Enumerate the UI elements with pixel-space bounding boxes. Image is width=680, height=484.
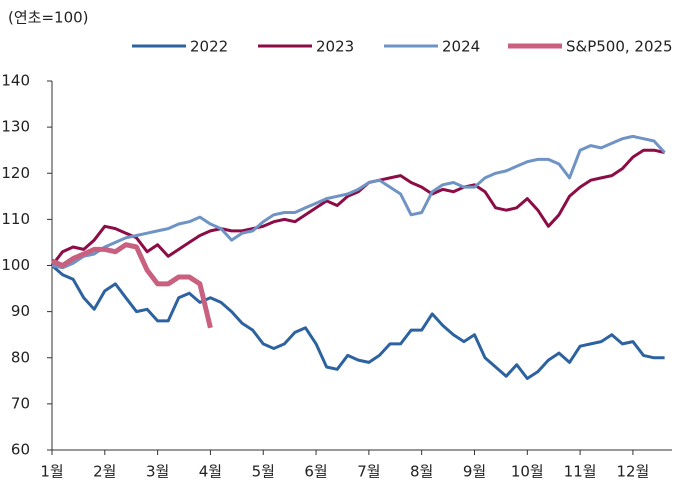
x-tick-label: 4월 — [199, 463, 222, 481]
series-line — [51, 134, 666, 270]
legend-label: S&P500, 2025 — [566, 38, 673, 56]
x-tick-label: 9월 — [463, 463, 486, 481]
chart-title: (연초=100) — [8, 9, 89, 27]
x-tick-label: 8월 — [410, 463, 433, 481]
x-tick-label: 11월 — [564, 463, 597, 481]
y-tick-label: 60 — [11, 441, 30, 459]
series-line — [51, 264, 665, 380]
x-tick-label: 2월 — [93, 463, 116, 481]
y-tick-label: 100 — [1, 256, 30, 274]
x-tick-label: 7월 — [357, 463, 380, 481]
y-tick-label: 140 — [1, 72, 30, 90]
x-tick-label: 12월 — [616, 463, 649, 481]
series-line — [50, 148, 665, 267]
legend-label: 2023 — [316, 38, 354, 56]
y-tick-label: 70 — [11, 394, 30, 412]
legend-label: 2022 — [190, 38, 228, 56]
legend-label: 2024 — [442, 38, 480, 56]
y-tick-label: 90 — [11, 302, 30, 320]
y-tick-label: 80 — [11, 348, 30, 366]
y-tick-label: 130 — [1, 118, 30, 136]
y-tick-label: 110 — [1, 210, 30, 228]
y-tick-label: 120 — [1, 164, 30, 182]
x-tick-label: 1월 — [40, 463, 63, 481]
x-tick-label: 5월 — [252, 463, 275, 481]
x-tick-label: 10월 — [511, 463, 544, 481]
series-line — [51, 242, 213, 329]
x-tick-label: 3월 — [146, 463, 169, 481]
x-tick-label: 6월 — [304, 463, 327, 481]
